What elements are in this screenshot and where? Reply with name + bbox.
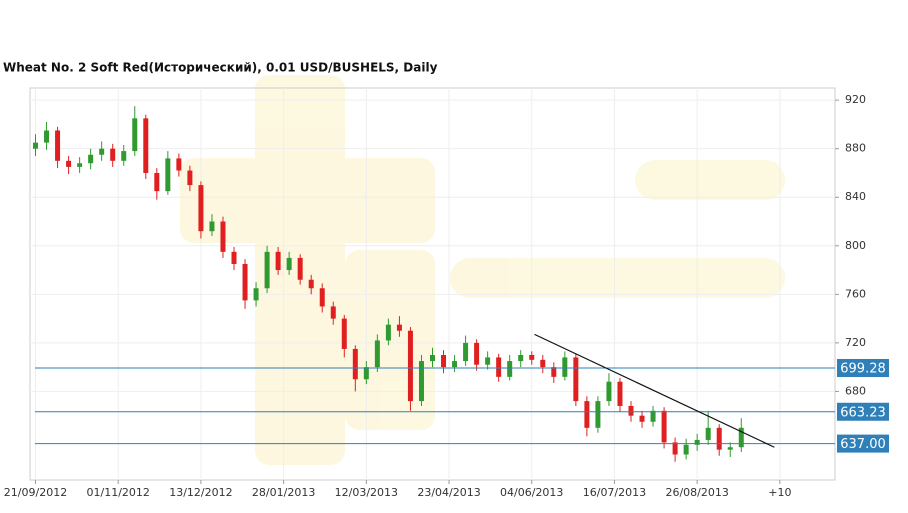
chart-title: Wheat No. 2 Soft Red(Исторический), 0.01… [3,61,438,75]
candle-body [220,221,226,252]
level-label: 699.28 [840,362,886,377]
candle-body [352,348,358,380]
candle-body [584,401,590,428]
candle-body [441,354,447,368]
candle-body [727,447,733,450]
candle-body [485,357,491,365]
candle-body [374,340,380,368]
candle-body [385,324,391,341]
level-label: 637.00 [840,437,886,452]
y-tick-label: 680 [845,384,866,397]
candle-body [562,357,568,377]
candle-body [661,410,667,443]
candle-body [121,151,127,161]
x-tick-label: 23/04/2013 [417,486,480,499]
candle-body [297,257,303,280]
candle-body [595,401,601,428]
level-label-box [837,402,889,421]
candle-body [529,354,535,360]
candle-body [452,361,458,368]
candle-body [496,357,502,377]
candle-body [165,158,171,192]
candle-body [407,330,413,402]
candle-body [88,154,94,164]
candle-body [430,354,435,362]
candle-body [176,158,182,171]
x-tick-label: 26/08/2013 [665,486,728,499]
candle-body [264,251,270,289]
candle-body [363,367,369,380]
candle-body [650,410,656,422]
x-tick-label: 21/09/2012 [4,486,67,499]
x-tick-label: +10 [768,486,791,499]
candle-body [683,444,689,455]
candle-body [66,160,72,167]
candle-body [628,405,634,416]
candle-body [540,359,546,368]
x-tick-label: 13/12/2012 [169,486,232,499]
candle-body [330,306,336,319]
x-tick-label: 28/01/2013 [252,486,315,499]
candle-body [198,185,204,232]
candle-body [319,288,325,307]
candle-body [143,118,149,173]
candle-body [209,221,215,232]
level-label: 663.23 [840,405,886,420]
x-tick-label: 04/06/2013 [500,486,563,499]
candle-body [132,118,138,152]
candle-body [33,142,39,149]
candle-body [286,257,292,271]
candle-body [705,427,711,440]
y-tick-label: 760 [845,287,866,300]
trend-line [534,333,775,448]
candle-body [694,439,700,445]
candle-body [396,324,402,331]
candle-body [253,288,259,301]
candle-body [55,130,61,161]
candle-body [463,342,469,362]
candle-body [518,354,524,362]
y-tick-label: 720 [845,336,866,349]
candle-body [507,361,513,377]
candle-body [308,279,314,289]
candle-body [110,148,116,161]
candle-body [418,361,424,402]
candle-body [474,342,480,365]
candle-body [341,318,347,349]
x-tick-label: 16/07/2013 [583,486,646,499]
candle-body [77,163,83,167]
plot-frame [29,87,836,481]
candle-body [573,357,579,402]
candle-body [617,381,623,406]
candle-body [551,367,557,377]
candle-body [275,251,281,271]
candle-body [738,427,744,448]
candle-body [242,263,248,301]
candle-body [639,415,645,422]
candle-body [231,251,237,264]
candle-body [154,172,160,192]
candle-body [672,442,678,455]
x-tick-label: 12/03/2013 [335,486,398,499]
candle-body [606,381,612,402]
y-tick-label: 920 [845,93,866,106]
candle-body [716,427,722,450]
y-tick-label: 840 [845,190,866,203]
candle-body [99,148,105,155]
candle-body [44,130,50,143]
watermark [180,75,785,465]
x-tick-label: 01/11/2012 [87,486,150,499]
level-label-box [837,434,889,453]
level-label-box [837,359,889,378]
y-tick-label: 880 [845,142,866,155]
candle-body [187,170,193,186]
y-tick-label: 800 [845,239,866,252]
